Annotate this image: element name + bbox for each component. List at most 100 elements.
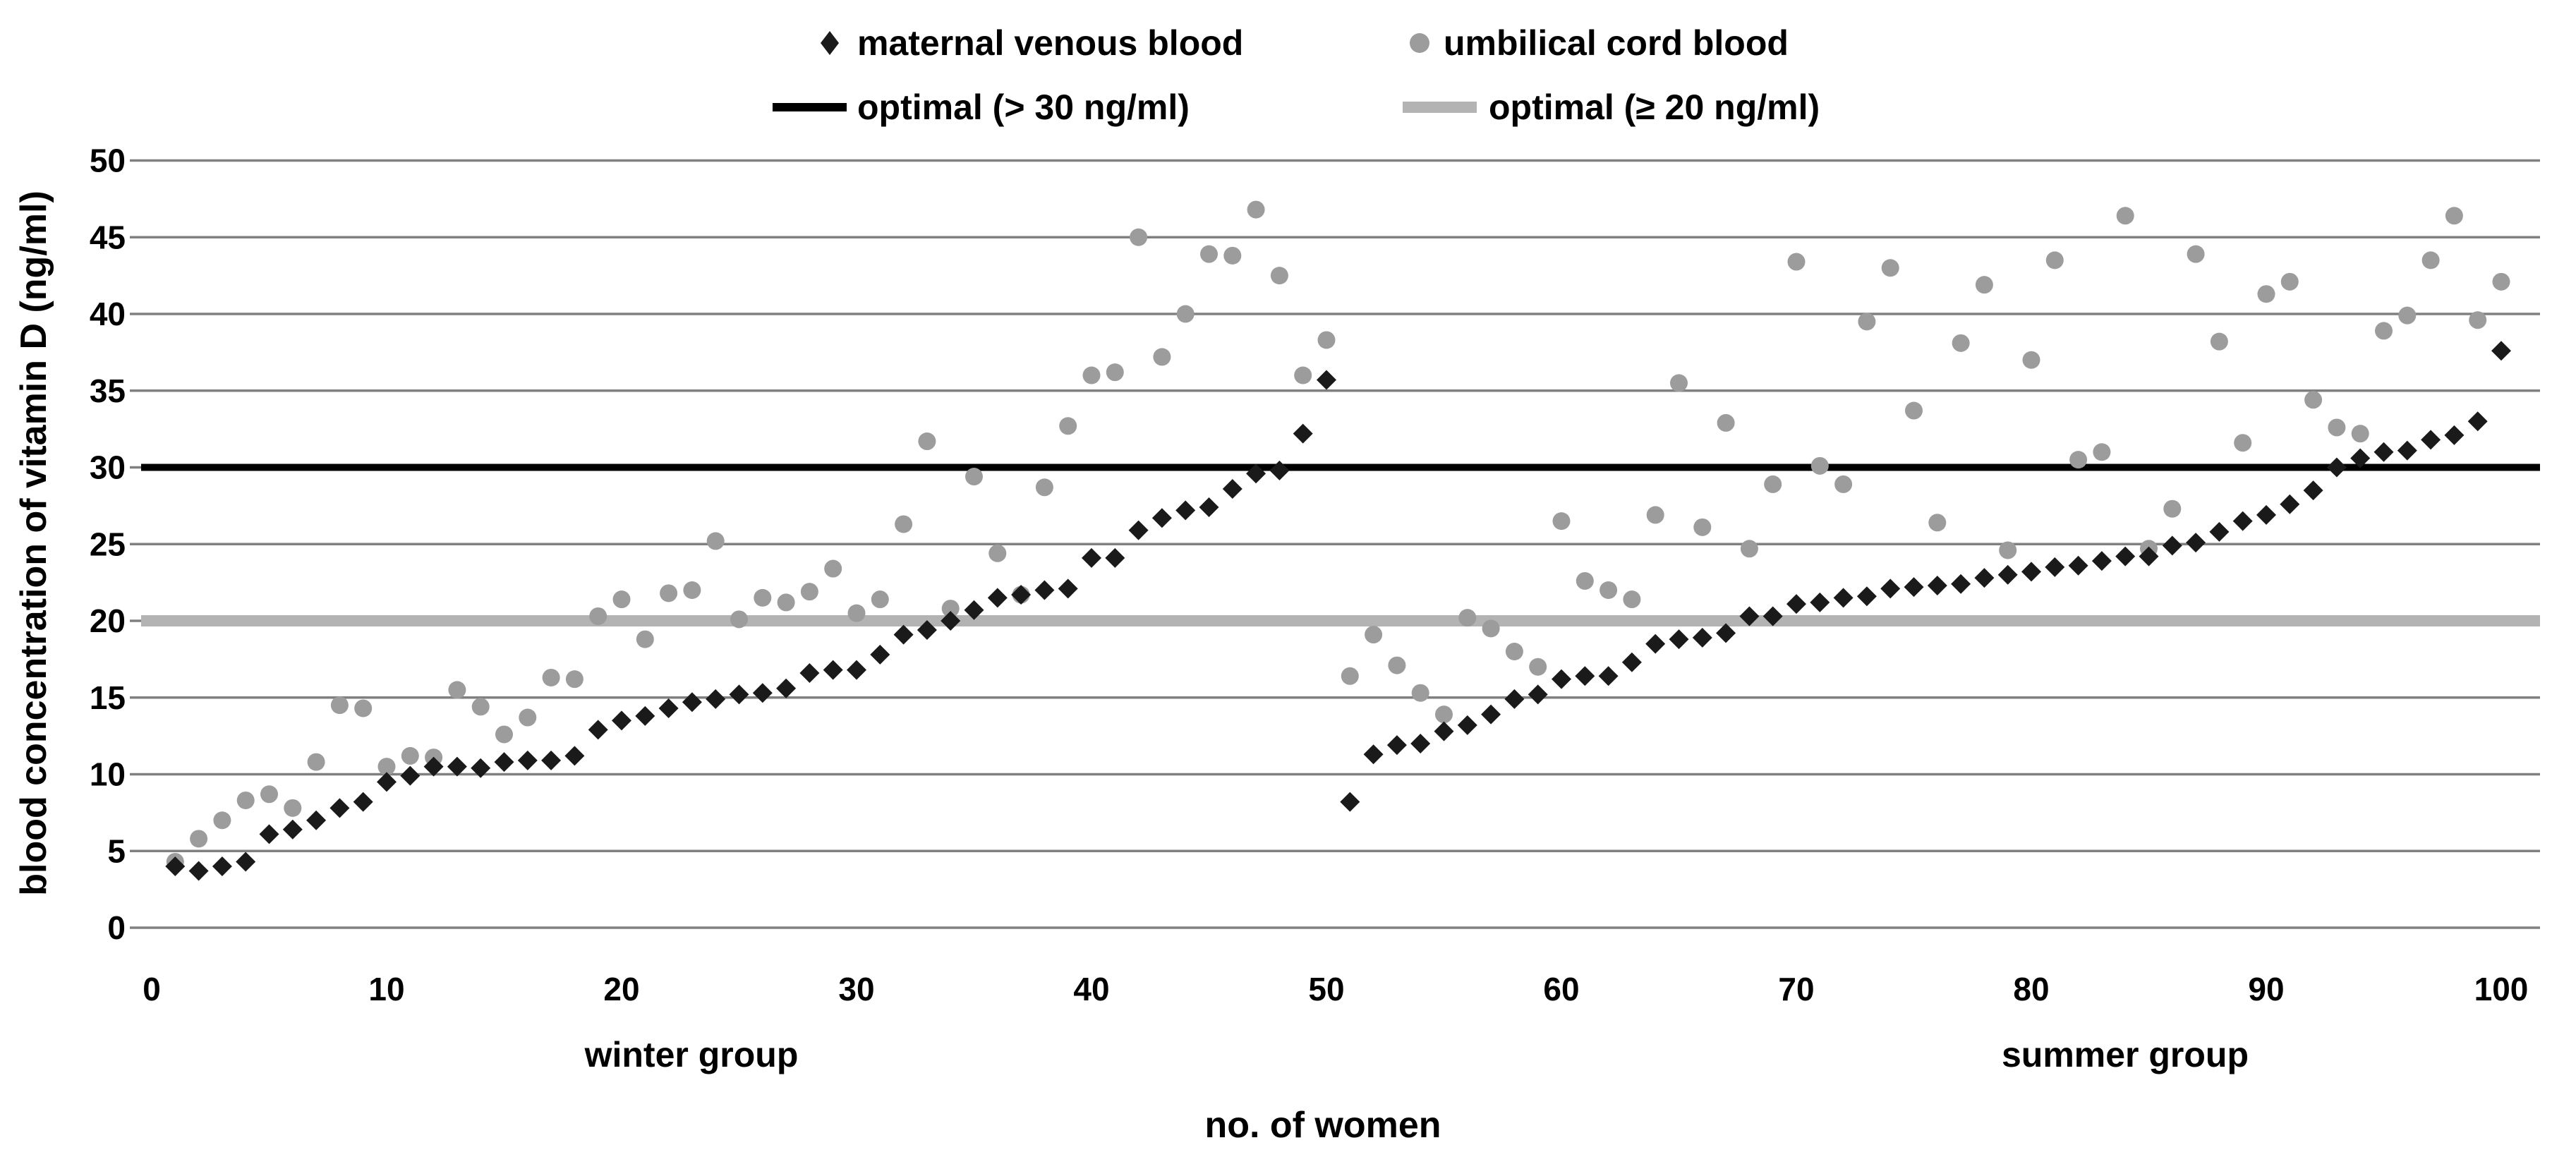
- maternal-point: [2280, 494, 2300, 514]
- umbilical-point: [1341, 667, 1359, 685]
- maternal-point: [1082, 547, 1101, 568]
- umbilical-point: [307, 753, 325, 771]
- maternal-point: [2326, 457, 2347, 478]
- umbilical-point: [1365, 626, 1383, 644]
- maternal-point: [1762, 606, 1783, 626]
- maternal-point: [1504, 689, 1525, 709]
- y-tick-label: 20: [90, 602, 126, 639]
- y-tick-label: 10: [90, 756, 126, 793]
- maternal-point: [1151, 508, 1172, 528]
- umbilical-point: [1458, 609, 1477, 627]
- maternal-point: [259, 824, 279, 844]
- maternal-point: [799, 662, 820, 683]
- maternal-point: [1951, 574, 1971, 594]
- legend-umbilical-circle-icon: [1410, 33, 1429, 53]
- maternal-point: [1856, 586, 1877, 607]
- maternal-point: [658, 698, 679, 718]
- umbilical-point: [495, 725, 513, 744]
- legend-optimal-30-label: optimal (> 30 ng/ml): [857, 87, 1190, 127]
- umbilical-point: [895, 515, 913, 533]
- umbilical-point: [2492, 272, 2510, 291]
- reference-lines: [141, 464, 2540, 626]
- umbilical-point: [636, 630, 654, 648]
- maternal-point: [2139, 546, 2159, 567]
- maternal-point: [1199, 497, 1219, 518]
- maternal-point: [1692, 627, 1712, 648]
- maternal-point: [1833, 588, 1854, 608]
- maternal-point: [612, 710, 631, 731]
- x-tick-label: 50: [1308, 971, 1344, 1007]
- umbilical-point: [2045, 251, 2064, 269]
- maternal-point: [964, 600, 984, 620]
- umbilical-point: [800, 583, 818, 601]
- maternal-point: [212, 856, 232, 876]
- maternal-point: [1997, 564, 2018, 585]
- maternal-venous-blood-series: [165, 341, 2511, 881]
- maternal-point: [682, 692, 702, 713]
- umbilical-point: [1082, 366, 1101, 384]
- maternal-point: [987, 588, 1008, 608]
- umbilical-point: [1435, 705, 1453, 724]
- x-axis-tick-labels: 0 10 20 30 40 50 60 70 80 90 100: [143, 971, 2528, 1007]
- umbilical-point: [1975, 276, 1993, 294]
- legend-maternal-diamond-icon: [821, 31, 839, 55]
- maternal-point: [517, 750, 538, 770]
- umbilical-point: [1106, 363, 1124, 382]
- y-tick-label: 40: [90, 296, 126, 332]
- maternal-point: [329, 798, 350, 818]
- umbilical-point: [236, 791, 255, 809]
- legend-maternal-label: maternal venous blood: [857, 23, 1243, 63]
- maternal-point: [1481, 704, 1501, 725]
- umbilical-point: [1247, 200, 1265, 219]
- umbilical-point: [941, 600, 960, 618]
- umbilical-point: [471, 698, 490, 716]
- maternal-point: [1410, 734, 1431, 753]
- maternal-point: [282, 819, 303, 840]
- maternal-point: [1645, 634, 1666, 654]
- umbilical-point: [1623, 590, 1641, 609]
- maternal-point: [1669, 629, 1689, 650]
- maternal-point: [1246, 464, 1266, 484]
- umbilical-point: [2445, 207, 2463, 225]
- maternal-point: [2186, 533, 2206, 553]
- maternal-point: [353, 792, 373, 812]
- umbilical-point: [1646, 506, 1664, 524]
- winter-group-label: winter group: [584, 1035, 799, 1074]
- umbilical-point: [1693, 518, 1712, 536]
- umbilical-point: [730, 610, 748, 629]
- maternal-point: [588, 720, 608, 740]
- umbilical-point: [1270, 267, 1288, 285]
- maternal-point: [893, 624, 914, 645]
- umbilical-point: [871, 590, 889, 609]
- umbilical-point: [965, 468, 983, 486]
- umbilical-point: [1928, 514, 1947, 532]
- umbilical-point: [2257, 285, 2275, 303]
- maternal-point: [1552, 669, 1571, 689]
- y-tick-label: 15: [90, 679, 126, 716]
- umbilical-point: [1600, 581, 1618, 599]
- umbilical-point: [1905, 401, 1923, 420]
- umbilical-point: [1552, 512, 1571, 531]
- umbilical-point: [2116, 207, 2134, 225]
- umbilical-point: [1952, 334, 1970, 352]
- umbilical-point: [401, 746, 419, 765]
- umbilical-point: [2469, 311, 2487, 329]
- y-tick-label: 30: [90, 449, 126, 486]
- umbilical-point: [660, 584, 678, 602]
- umbilical-point: [2210, 332, 2228, 351]
- maternal-point: [541, 750, 562, 770]
- data-points: [165, 200, 2511, 881]
- maternal-point: [494, 752, 514, 773]
- maternal-point: [1598, 666, 1619, 686]
- y-tick-label: 25: [90, 526, 126, 562]
- maternal-point: [752, 683, 773, 703]
- maternal-point: [2068, 555, 2088, 576]
- maternal-point: [377, 772, 397, 792]
- umbilical-point: [1999, 541, 2017, 559]
- umbilical-point: [1035, 478, 1053, 497]
- x-tick-label: 60: [1543, 971, 1579, 1007]
- umbilical-point: [1059, 417, 1077, 435]
- umbilical-point: [2328, 418, 2346, 437]
- umbilical-point: [1153, 348, 1171, 366]
